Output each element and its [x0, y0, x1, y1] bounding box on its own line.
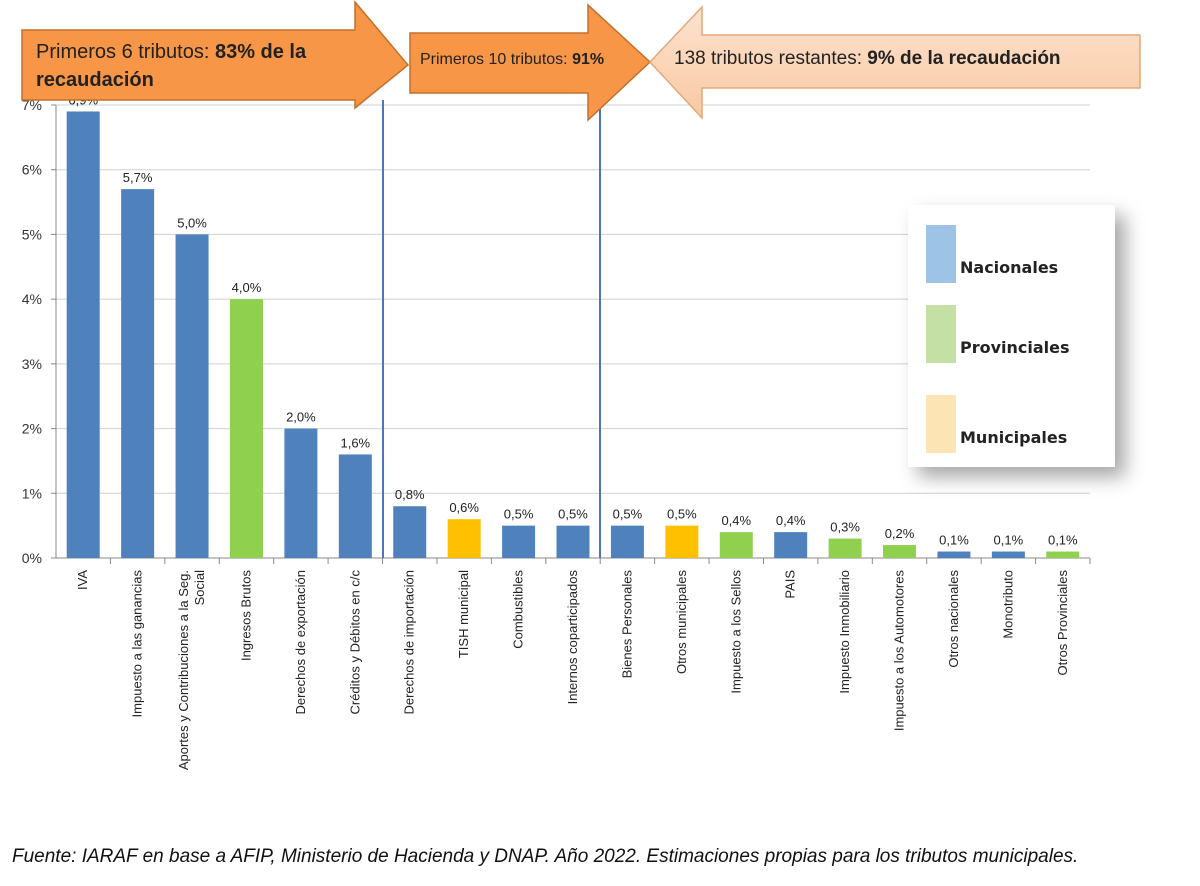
bar [991, 551, 1025, 558]
x-tick-label: Otros nacionales [946, 570, 961, 668]
x-tick-label: PAIS [783, 570, 798, 599]
arrow-remaining [648, 5, 1141, 120]
x-tick-label: Internos coparticipados [565, 570, 580, 705]
bar [1046, 551, 1080, 558]
legend-item-municipales: Municipales [926, 395, 1116, 453]
x-tick-label: Impuesto a los Sellos [728, 570, 743, 694]
arrow1-bold: 83% de la [214, 41, 307, 63]
bar [284, 428, 318, 558]
data-label: 2,0% [286, 410, 316, 425]
data-label: 0,5% [613, 507, 643, 522]
arrow-first-10 [409, 3, 652, 122]
legend-swatch [926, 305, 956, 363]
x-tick-label: Monotributo [1000, 570, 1015, 639]
x-tick-label: Créditos y Débitos en c/c [347, 570, 362, 715]
data-label: 4,0% [232, 280, 262, 295]
data-label: 0,5% [504, 507, 534, 522]
x-tick-label: IVA [75, 570, 90, 590]
arrow1-text: Primeros 6 tributos: 83% de la recaudaci… [36, 38, 306, 94]
x-tick-label: Impuesto Inmobiliario [837, 570, 852, 694]
bar [229, 299, 263, 558]
bar [774, 532, 808, 558]
legend-swatch [926, 395, 956, 453]
legend-label: Nacionales [960, 258, 1059, 277]
data-label: 0,5% [667, 507, 697, 522]
x-tick-label: Combustibles [511, 570, 526, 649]
y-tick-label: 6% [22, 162, 42, 178]
y-tick-label: 4% [22, 291, 42, 307]
y-tick-label: 1% [22, 485, 42, 501]
data-label: 5,7% [123, 170, 153, 185]
legend-swatch [926, 225, 956, 283]
bar [828, 538, 862, 558]
arrow1-normal: Primeros 6 tributos: [36, 41, 215, 63]
y-tick-label: 7% [22, 97, 42, 113]
bar [665, 525, 699, 558]
data-label: 0,4% [721, 513, 751, 528]
bar [556, 525, 590, 558]
data-label: 0,1% [994, 533, 1024, 548]
data-label: 0,4% [776, 513, 806, 528]
x-tick-label: Derechos de exportación [293, 570, 308, 715]
legend-label: Provinciales [960, 338, 1070, 357]
bar [447, 519, 481, 558]
legend-item-nacionales: Nacionales [926, 225, 1116, 283]
bar [883, 545, 917, 558]
bar [338, 454, 372, 558]
y-tick-label: 0% [22, 550, 42, 566]
x-tick-label: Bienes Personales [619, 570, 634, 679]
arrow2-normal: Primeros 10 tributos: [420, 51, 573, 68]
data-label: 1,6% [340, 435, 370, 450]
legend: Nacionales Provinciales Municipales [908, 205, 1115, 467]
data-label: 0,1% [939, 533, 969, 548]
source-note: Fuente: IARAF en base a AFIP, Ministerio… [12, 846, 1079, 867]
bar [610, 525, 644, 558]
y-tick-label: 2% [22, 421, 42, 437]
x-tick-label: Impuesto a las ganancias [130, 570, 145, 718]
y-tick-label: 3% [22, 356, 42, 372]
bar [393, 506, 427, 558]
x-tick-label: Impuesto a los Automotores [892, 570, 907, 732]
x-tick-label: Ingresos Brutos [238, 570, 253, 662]
arrow2-text: Primeros 10 tributos: 91% [420, 51, 604, 69]
x-tick-label: TISH municipal [456, 570, 471, 658]
x-tick-label: Derechos de importación [402, 570, 417, 715]
arrow3-normal: 138 tributos restantes: [674, 48, 868, 69]
data-label: 0,8% [395, 487, 425, 502]
arrow-first-6 [21, 0, 410, 110]
legend-label: Municipales [960, 428, 1068, 447]
data-label: 0,1% [1048, 533, 1078, 548]
arrow3-bold: 9% de la recaudación [867, 48, 1061, 69]
y-tick-label: 5% [22, 226, 42, 242]
bar [719, 532, 753, 558]
data-label: 5,0% [177, 215, 207, 230]
bar [66, 111, 100, 558]
x-tick-label: Otros municipales [674, 570, 689, 675]
data-label: 0,6% [449, 500, 479, 515]
x-tick-label: Aportes y Contribuciones a la Seg. [176, 570, 191, 770]
data-label: 0,5% [558, 507, 588, 522]
bar [121, 189, 155, 558]
x-tick-label: Social [192, 570, 207, 606]
arrow2-bold: 91% [572, 51, 605, 68]
data-label: 0,2% [885, 526, 915, 541]
legend-item-provinciales: Provinciales [926, 305, 1116, 363]
arrow1-line2: recaudación [36, 69, 154, 91]
data-label: 0,3% [830, 520, 860, 535]
x-tick-label: Otros Provinciales [1055, 570, 1070, 676]
bar [175, 234, 209, 558]
bar [937, 551, 971, 558]
arrow3-text: 138 tributos restantes: 9% de la recauda… [674, 48, 1061, 70]
bar [502, 525, 536, 558]
